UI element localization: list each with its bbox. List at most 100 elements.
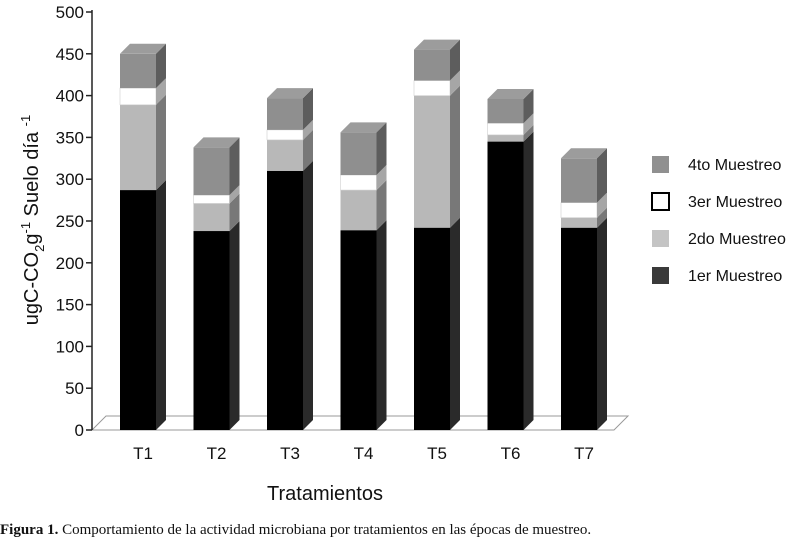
- bar-side: [376, 220, 387, 430]
- bar-top: [487, 88, 534, 99]
- bar-side: [597, 192, 607, 218]
- bar-front: [487, 122, 524, 136]
- x-tick-label: T6: [501, 444, 521, 463]
- bar-front: [340, 174, 377, 191]
- bar-side: [376, 165, 387, 191]
- y-tick-label: 150: [56, 296, 84, 315]
- bar-side: [156, 94, 166, 191]
- bar-segment-t2-2: [193, 193, 240, 232]
- bar-segment-t1-1: [120, 180, 166, 430]
- bar-segment-t3-2: [267, 129, 313, 171]
- x-axis-title: Tratamientos: [267, 483, 383, 505]
- bar-front: [267, 98, 303, 130]
- bars-group: [119, 39, 607, 430]
- bar-side: [523, 124, 534, 142]
- bar-segment-t5-2: [414, 85, 460, 228]
- bar-side: [523, 113, 534, 135]
- bar-side: [597, 217, 607, 430]
- bar-front: [561, 217, 597, 228]
- legend-swatch: [651, 192, 670, 211]
- bar-top: [120, 43, 166, 54]
- bar-side: [450, 85, 460, 228]
- bar-segment-t6-4: [487, 88, 534, 124]
- bar-front: [193, 203, 230, 232]
- bar-front: [487, 141, 524, 430]
- bar-segment-t1-2: [120, 94, 166, 191]
- bar-front: [119, 87, 157, 106]
- bar-front: [414, 49, 450, 81]
- bar-side: [523, 131, 534, 430]
- bar-stack-t3: [266, 88, 313, 430]
- bar-segment-t5-1: [414, 217, 460, 430]
- bar-front: [561, 158, 597, 203]
- bar-side: [376, 180, 387, 231]
- bar-front: [414, 95, 450, 228]
- bar-side: [450, 217, 460, 430]
- bar-front: [487, 134, 524, 142]
- bar-side: [156, 180, 166, 430]
- figure-caption: Figura 1. Comportamiento de la actividad…: [0, 522, 810, 539]
- bar-front: [340, 190, 377, 231]
- bar-side: [303, 129, 313, 171]
- legend-item: 4to Muestreo: [652, 156, 781, 174]
- bar-side: [156, 43, 166, 89]
- legend-label: 4to Muestreo: [688, 157, 781, 174]
- bar-side: [450, 70, 460, 96]
- bar-front: [120, 190, 156, 430]
- y-tick-label: 300: [56, 170, 84, 189]
- bar-front: [340, 132, 377, 176]
- bar-front: [340, 230, 377, 430]
- y-tick-label: 200: [56, 254, 84, 273]
- y-axis: 0 50 100 150 200 250 300 350 400 450 500: [56, 3, 93, 440]
- bar-side: [229, 185, 240, 204]
- y-axis-title-sub: 2: [32, 245, 47, 252]
- bar-segment-t4-3: [340, 165, 387, 191]
- x-tick-label: T1: [133, 444, 153, 463]
- bar-top: [414, 39, 460, 50]
- y-tick-label: 0: [75, 421, 84, 440]
- bar-front: [267, 139, 303, 171]
- legend-label: 3er Muestreo: [688, 194, 782, 211]
- y-tick-label: 400: [56, 87, 84, 106]
- x-tick-label: T4: [354, 444, 374, 463]
- bar-front: [120, 53, 156, 89]
- bar-segment-t1-4: [120, 43, 166, 89]
- bar-front: [120, 104, 156, 191]
- bar-segment-t2-1: [193, 221, 240, 430]
- bar-side: [450, 39, 460, 81]
- bar-side: [229, 137, 240, 196]
- legend-item: 2do Muestreo: [652, 230, 786, 248]
- bar-side: [229, 193, 240, 232]
- bar-front: [561, 227, 597, 430]
- legend-swatch: [652, 156, 669, 173]
- legend-item: 1er Muestreo: [652, 267, 782, 285]
- bar-segment-t7-4: [561, 148, 607, 203]
- y-axis-title-mid: g: [21, 234, 43, 245]
- bar-front: [560, 202, 598, 218]
- bar-segment-t3-4: [267, 88, 313, 130]
- bar-side: [303, 119, 313, 140]
- bar-front: [267, 170, 303, 430]
- bar-front: [193, 194, 230, 204]
- bar-segment-t3-1: [267, 160, 313, 430]
- x-tick-label: T3: [280, 444, 300, 463]
- y-axis-title-main: ugC-CO: [21, 252, 43, 325]
- y-tick-label: 350: [56, 128, 84, 147]
- bar-side: [303, 160, 313, 430]
- x-axis-ticks: T1 T2 T3 T4 T5 T6 T7: [133, 444, 594, 463]
- x-tick-label: T7: [574, 444, 594, 463]
- bar-front: [413, 80, 451, 96]
- y-axis-title-sup2: -1: [18, 115, 33, 127]
- bar-segment-t5-4: [414, 39, 460, 81]
- bar-segment-t4-2: [340, 180, 387, 231]
- bar-segment-t4-4: [340, 122, 387, 176]
- bar-side: [523, 88, 534, 124]
- bar-front: [193, 147, 230, 196]
- legend-swatch: [652, 267, 669, 284]
- y-tick-label: 250: [56, 212, 84, 231]
- y-axis-title-sup1: -1: [18, 222, 33, 234]
- bar-top: [340, 122, 387, 133]
- bar-stack-t5: [413, 39, 460, 430]
- y-tick-label: 50: [65, 379, 84, 398]
